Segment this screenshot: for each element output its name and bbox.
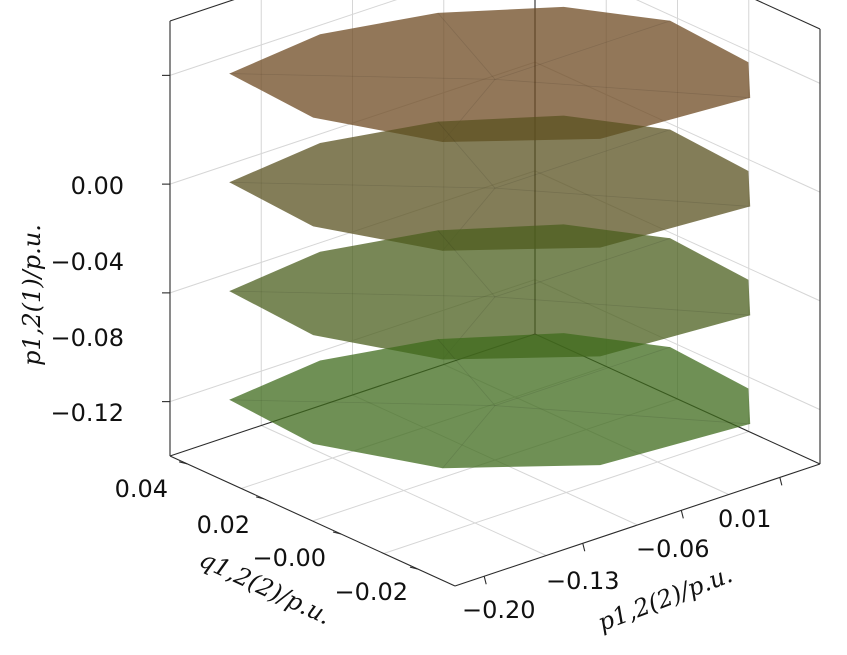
- tick-mark: [332, 531, 342, 535]
- z-tick-label: −0.08: [50, 324, 124, 352]
- surface-mesh-line: [437, 230, 496, 298]
- surface-mesh-line: [437, 121, 496, 189]
- surface-mesh-line: [494, 296, 751, 316]
- q-tick-label: 0.02: [197, 511, 250, 539]
- box-edge: [454, 463, 821, 587]
- tick-marks: [162, 74, 783, 585]
- surface-mesh-line: [494, 20, 671, 80]
- surface-level-1: [229, 115, 751, 251]
- surface-mesh-line: [229, 399, 496, 407]
- p-tick-label: −0.06: [636, 535, 710, 563]
- box-edge: [169, 0, 235, 22]
- grid-line: [169, 0, 398, 76]
- surface-mesh-line: [437, 12, 496, 80]
- z-tick-label: −0.04: [50, 248, 124, 276]
- q-tick-label: −0.00: [252, 544, 326, 572]
- q-tick-label: 0.04: [115, 475, 168, 503]
- surface-mesh-line: [442, 405, 496, 469]
- surface-mesh-line: [494, 237, 671, 298]
- p-tick-label: −0.13: [546, 567, 620, 595]
- tick-mark: [483, 576, 487, 585]
- surface-mesh-line: [494, 78, 751, 99]
- surface-mesh-line: [494, 346, 671, 407]
- tick-mark: [582, 543, 586, 552]
- tick-mark: [409, 566, 419, 570]
- grid-line: [636, 0, 821, 84]
- surface-mesh-line: [229, 181, 496, 189]
- surface-level-3: [229, 333, 751, 469]
- surface-mesh-line: [229, 73, 496, 80]
- surface-mesh-line: [437, 338, 496, 406]
- tick-mark: [178, 461, 188, 465]
- surface-mesh-line: [494, 129, 671, 189]
- tick-mark: [779, 477, 783, 486]
- front-box-edges: [169, 0, 821, 587]
- z-axis-label: p1,2(1)/p.u.: [18, 224, 46, 366]
- surface-mesh-line: [229, 290, 496, 298]
- tick-mark: [255, 496, 265, 500]
- z-tick-label: −0.12: [50, 399, 124, 427]
- z-tick-label: 0.00: [71, 172, 124, 200]
- surface-mesh-line: [494, 405, 751, 425]
- surfaces: [229, 6, 751, 469]
- surface-mesh-line: [494, 187, 751, 207]
- surface-level-2: [229, 224, 751, 360]
- box-edge: [755, 0, 821, 30]
- q-tick-label: −0.02: [334, 578, 408, 606]
- surface-level-0: [229, 6, 751, 143]
- p-tick-label: 0.01: [718, 505, 771, 533]
- tick-mark: [680, 510, 684, 519]
- p-tick-label: −0.20: [462, 596, 536, 624]
- box-edge: [169, 455, 456, 587]
